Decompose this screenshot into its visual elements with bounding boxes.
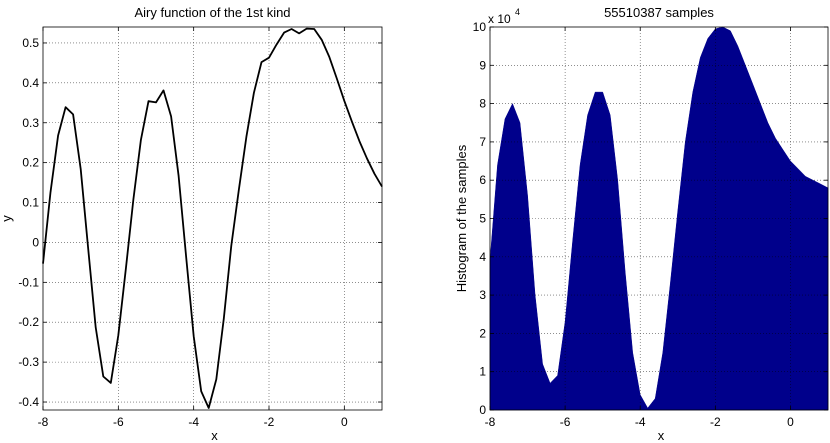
x-tick-label: -8 (485, 415, 496, 429)
x-tick-label: 0 (341, 415, 348, 429)
x-tick-label: -2 (710, 415, 721, 429)
y-tick-label: 0.1 (22, 196, 39, 210)
airy-line-chart: -8 -6 -4 -2 0 -0.4 -0.3 -0.2 -0.1 0 0.1 0.2 0.3 0.4 0.… (0, 5, 383, 443)
y-tick-label: 0 (479, 403, 486, 417)
y-tick-label: 10 (473, 20, 487, 34)
y-tick-label: 0.2 (22, 156, 39, 170)
y-axis-label: y (0, 215, 14, 222)
chart-title: Airy function of the 1st kind (134, 5, 290, 20)
y-tick-label: 0.3 (22, 116, 39, 130)
y-tick-label: -0.2 (18, 315, 39, 329)
x-tick-label: 0 (787, 415, 794, 429)
histogram-chart: -8 -6 -4 -2 0 0 1 2 3 4 5 6 7 8 9 10 55510387 samples x Hi… (454, 5, 829, 443)
axes-frame (42, 26, 383, 411)
y-multiplier-label: x 10 (488, 12, 511, 26)
x-axis-label: x (211, 428, 218, 443)
chart-title: 55510387 samples (604, 5, 714, 20)
x-tick-label: -8 (38, 415, 49, 429)
airy-curve (42, 27, 383, 409)
y-tick-label: 3 (479, 288, 486, 302)
x-axis-label: x (658, 428, 665, 443)
x-tick-label: -6 (560, 415, 571, 429)
y-tick-label: 0.4 (22, 76, 39, 90)
y-tick-label: 8 (479, 97, 486, 111)
grid (490, 27, 828, 410)
y-tick-label: 4 (479, 250, 486, 264)
y-tick-label: 5 (479, 212, 486, 226)
y-tick-label: -0.3 (18, 355, 39, 369)
y-multiplier-exponent: 4 (515, 7, 520, 17)
grid (43, 27, 382, 410)
histogram-area (489, 26, 829, 411)
y-tick-label: 0 (32, 235, 39, 249)
x-tick-label: -6 (113, 415, 124, 429)
y-axis-label: Histogram of the samples (454, 144, 469, 292)
x-tick-label: -4 (635, 415, 646, 429)
y-tick-label: 0.5 (22, 36, 39, 50)
y-tick-label: -0.4 (18, 395, 39, 409)
y-tick-label: -0.1 (18, 275, 39, 289)
y-tick-label: 6 (479, 173, 486, 187)
y-tick-label: 7 (479, 135, 486, 149)
x-tick-label: -2 (264, 415, 275, 429)
y-tick-label: 9 (479, 58, 486, 72)
y-tick-label: 1 (479, 365, 486, 379)
y-tick-label: 2 (479, 326, 486, 340)
x-tick-label: -4 (188, 415, 199, 429)
plot-area (43, 27, 382, 410)
